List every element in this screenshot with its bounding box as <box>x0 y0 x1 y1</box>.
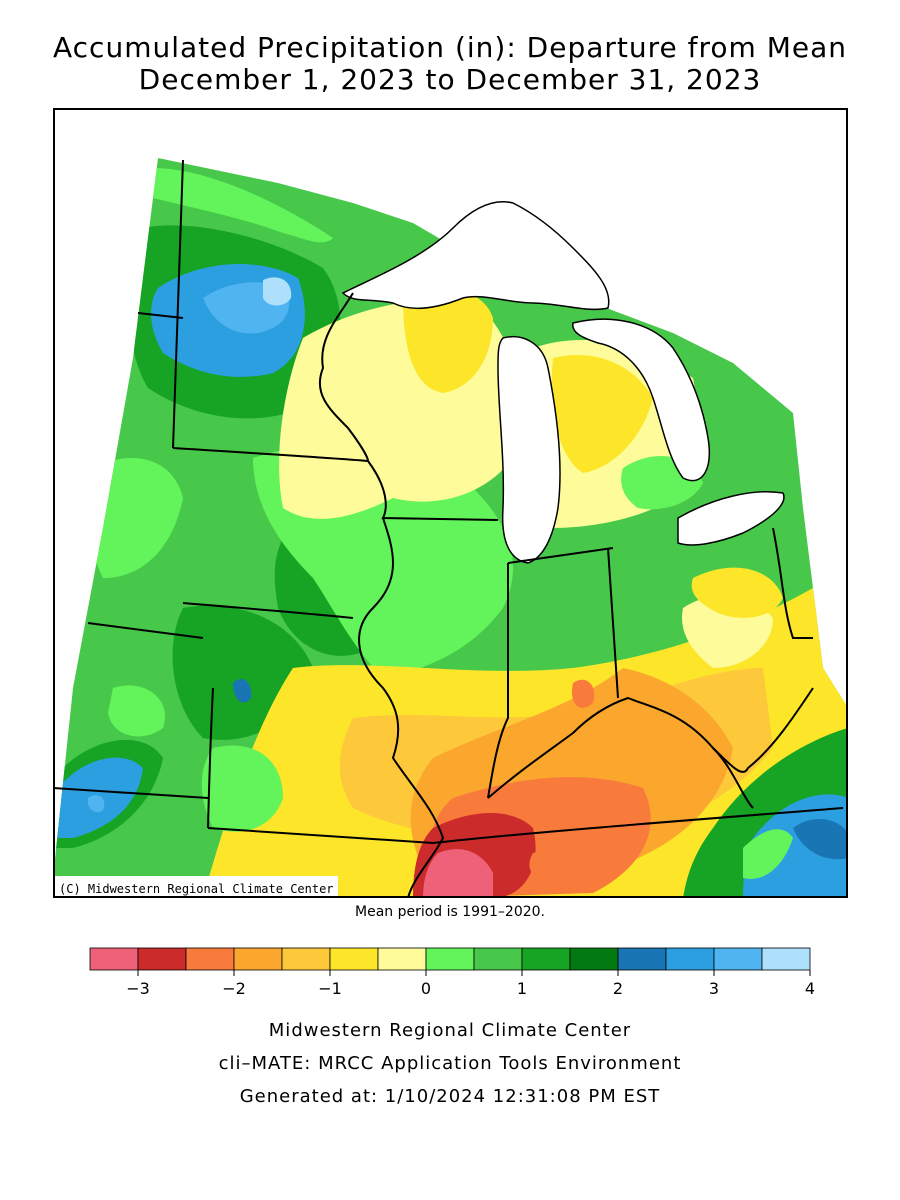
lake-superior <box>341 201 610 311</box>
legend-tick-label: 1 <box>517 979 527 998</box>
lake-erie <box>677 490 785 546</box>
legend-swatch <box>425 947 475 971</box>
color-legend: −3 −2 −1 0 1 2 3 4 <box>89 947 815 998</box>
lake-michigan <box>497 336 561 564</box>
legend-tick-label: −3 <box>126 979 150 998</box>
map-title: Accumulated Precipitation (in): Departur… <box>53 31 847 64</box>
iowa-border-south <box>182 602 354 619</box>
legend-swatch <box>281 947 331 971</box>
legend-swatch <box>233 947 283 971</box>
legend-boxes <box>89 947 811 971</box>
precipitation-departure-map: (C) Midwestern Regional Climate Center <box>53 108 848 898</box>
legend-tick-label: 2 <box>613 979 623 998</box>
legend-swatch <box>521 947 571 971</box>
legend-tick-label: 4 <box>805 979 815 998</box>
footer-app: cli–MATE: MRCC Application Tools Environ… <box>218 1053 682 1074</box>
legend-swatch <box>185 947 235 971</box>
copyright-text: (C) Midwestern Regional Climate Center <box>59 882 334 896</box>
legend-swatch <box>713 947 763 971</box>
footer-org: Midwestern Regional Climate Center <box>268 1020 632 1041</box>
copyright-box <box>53 876 338 898</box>
mississippi-river <box>358 517 445 898</box>
legend-swatch <box>569 947 619 971</box>
footer-generated: Generated at: 1/10/2024 12:31:08 PM EST <box>239 1086 661 1107</box>
ky-east <box>712 747 754 809</box>
mo-ar-border <box>207 827 434 844</box>
ks-border <box>53 787 209 799</box>
in-oh-border <box>607 547 619 699</box>
mo-west-border <box>207 687 214 829</box>
legend-tick-label: 0 <box>421 979 431 998</box>
legend-swatch <box>473 947 523 971</box>
sd-border <box>137 312 184 319</box>
legend-swatch <box>89 947 139 971</box>
legend-tick-label: −1 <box>318 979 342 998</box>
mn-dakota-border <box>172 159 184 449</box>
state-boundaries <box>53 159 844 898</box>
map-date-range: December 1, 2023 to December 31, 2023 <box>138 63 762 96</box>
ne-border <box>87 622 204 639</box>
wv-border <box>772 527 813 639</box>
wi-mn-border <box>318 292 369 462</box>
ohio-river <box>487 687 814 799</box>
legend-swatch <box>665 947 715 971</box>
iowa-border-north <box>172 447 369 462</box>
wi-il-border <box>367 460 499 521</box>
lake-huron <box>572 318 710 482</box>
legend-swatch <box>377 947 427 971</box>
legend-tick-label: 3 <box>709 979 719 998</box>
legend-swatch <box>329 947 379 971</box>
legend-swatch <box>761 947 811 971</box>
mean-period-note: Mean period is 1991–2020. <box>355 904 545 920</box>
ky-tn-border <box>432 807 844 844</box>
legend-swatch <box>617 947 667 971</box>
map-border <box>53 108 848 898</box>
il-in-border <box>487 563 509 799</box>
great-lakes <box>341 201 785 564</box>
in-mi-border <box>507 547 614 564</box>
legend-swatch <box>137 947 187 971</box>
legend-tick-label: −2 <box>222 979 246 998</box>
legend-ticks: −3 −2 −1 0 1 2 3 4 <box>126 970 815 998</box>
